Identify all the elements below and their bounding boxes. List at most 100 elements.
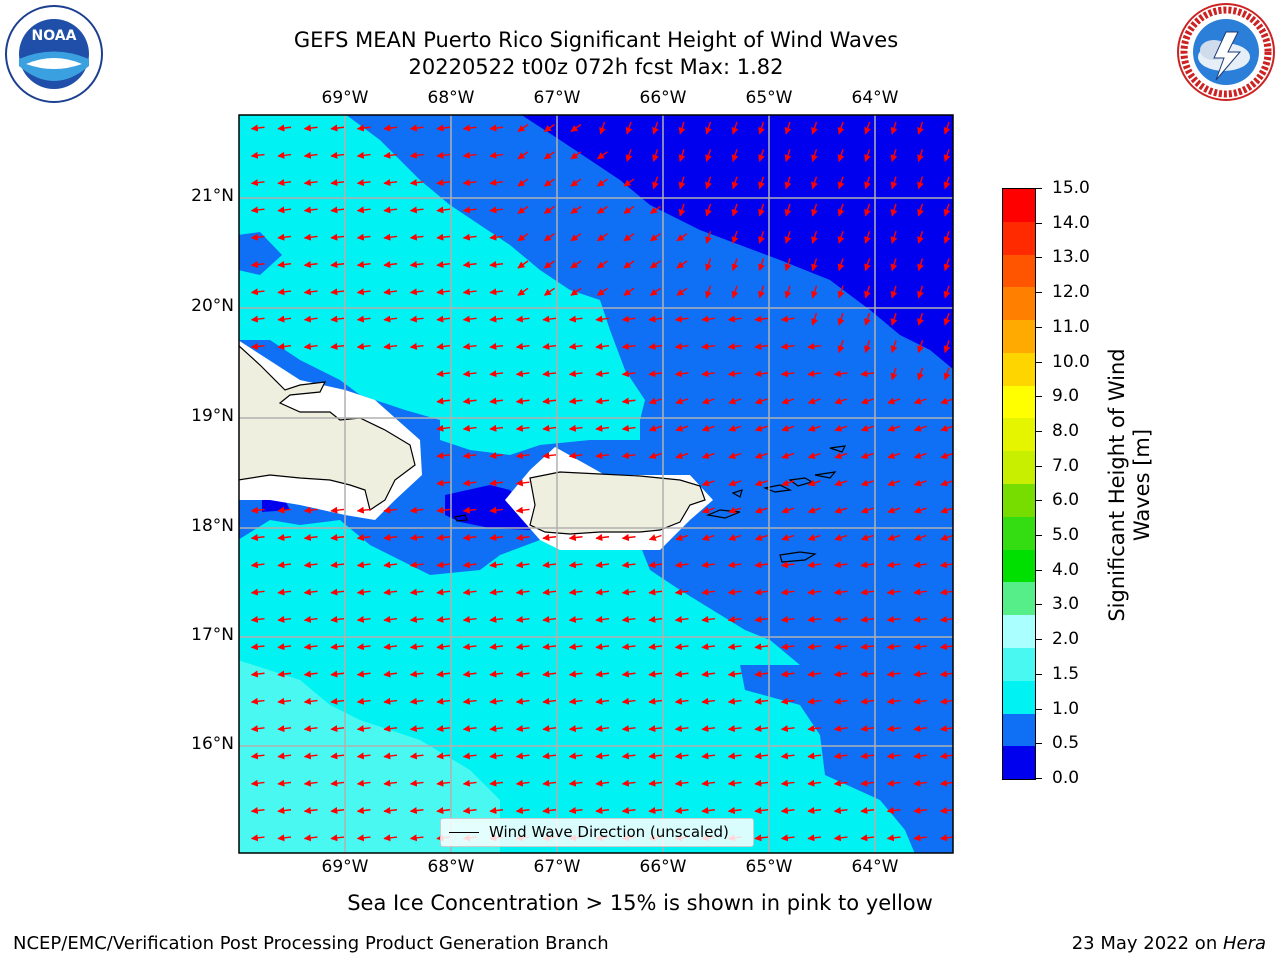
wind-wave-arrow — [596, 287, 608, 296]
wind-wave-arrow — [913, 479, 927, 487]
wind-wave-arrow — [436, 615, 451, 623]
wind-wave-arrow — [517, 233, 529, 242]
wind-wave-arrow — [356, 288, 371, 296]
wind-wave-arrow — [754, 670, 769, 678]
wind-wave-arrow — [409, 534, 424, 542]
colorbar-tick-label: 13.0 — [1052, 247, 1090, 268]
wind-wave-arrow — [436, 370, 451, 378]
wind-wave-arrow — [837, 340, 845, 354]
wind-wave-arrow — [780, 670, 795, 678]
wind-wave-arrow — [943, 285, 951, 299]
wind-wave-arrow — [807, 534, 821, 541]
wind-wave-arrow — [648, 807, 663, 815]
wind-wave-arrow — [939, 561, 953, 569]
wind-wave-arrow — [277, 834, 292, 842]
lat-label-left: 21°N — [191, 186, 234, 206]
wind-wave-arrow — [621, 452, 636, 460]
st-croix-island — [779, 551, 817, 563]
colorbar-tick-mark — [1036, 188, 1042, 189]
wind-wave-arrow — [807, 834, 822, 842]
wind-wave-arrow — [860, 697, 875, 705]
wind-wave-arrow — [860, 588, 875, 596]
colorbar-tick-mark — [1036, 292, 1042, 294]
wind-wave-arrow — [648, 643, 663, 651]
wind-wave-arrow — [250, 807, 265, 815]
wind-wave-arrow — [542, 615, 557, 623]
wind-wave-arrow — [489, 807, 504, 815]
wind-wave-arrow — [781, 534, 795, 541]
wind-wave-arrow — [674, 342, 689, 350]
colorbar-segment — [1003, 320, 1035, 353]
wind-wave-arrow — [913, 752, 928, 760]
wind-wave-arrow — [303, 288, 318, 296]
wind-wave-arrow — [250, 506, 265, 514]
wind-wave-arrow — [515, 615, 530, 623]
wind-wave-arrow — [864, 203, 871, 217]
wind-wave-arrow — [462, 151, 477, 159]
wind-wave-arrow — [621, 807, 636, 815]
wind-wave-arrow — [913, 725, 928, 733]
wind-wave-arrow — [780, 834, 795, 842]
wind-wave-arrow — [489, 124, 504, 132]
wind-wave-arrow — [595, 452, 610, 460]
wind-wave-arrow — [568, 397, 583, 405]
wind-wave-arrow — [887, 397, 901, 405]
wind-wave-arrow — [728, 397, 742, 405]
noaa-logo: NOAA — [4, 4, 104, 104]
wind-wave-arrow — [676, 260, 688, 269]
wind-wave-arrow — [489, 479, 504, 487]
wind-wave-arrow — [754, 315, 769, 323]
svg-text:NOAA: NOAA — [32, 28, 77, 44]
wind-wave-arrow — [940, 479, 953, 487]
wind-wave-arrow — [621, 534, 636, 542]
vieques-island — [705, 509, 741, 519]
mona-island — [454, 514, 468, 522]
wind-wave-arrow — [834, 534, 848, 541]
wind-wave-arrow — [833, 752, 848, 760]
wind-wave-arrow — [330, 643, 345, 651]
wind-wave-arrow — [542, 315, 557, 323]
wind-wave-arrow — [595, 561, 610, 569]
wind-wave-arrow — [383, 779, 398, 787]
wind-wave-arrow — [623, 287, 635, 296]
wind-wave-arrow — [436, 179, 451, 187]
wind-wave-arrow — [489, 424, 504, 432]
wind-wave-arrow — [943, 367, 951, 381]
wind-wave-arrow — [250, 288, 265, 296]
wind-wave-arrow — [330, 342, 345, 350]
st-thomas-island — [762, 484, 793, 493]
wind-wave-arrow — [383, 288, 398, 296]
wind-wave-arrow — [462, 424, 477, 432]
wind-wave-arrow — [940, 534, 953, 541]
wind-wave-arrow — [489, 397, 504, 405]
wind-wave-arrow — [731, 203, 739, 217]
wind-wave-arrow — [250, 561, 265, 569]
wind-wave-arrow — [277, 315, 292, 323]
wind-wave-arrow — [807, 424, 821, 432]
wind-wave-arrow — [648, 452, 662, 459]
lon-label-top: 69°W — [321, 88, 369, 108]
wind-wave-arrow — [917, 121, 924, 135]
wind-wave-arrow — [596, 205, 608, 214]
wind-wave-arrow — [758, 258, 765, 272]
wind-wave-arrow — [864, 149, 871, 162]
colorbar-tick-label: 0.0 — [1052, 768, 1080, 788]
wind-wave-arrow — [784, 230, 792, 244]
wind-wave-arrow — [542, 670, 557, 678]
wind-wave-arrow — [913, 534, 927, 541]
wind-wave-arrow — [542, 807, 557, 815]
colorbar-segment — [1003, 451, 1035, 485]
wind-wave-arrow — [701, 752, 716, 760]
wind-wave-arrow — [383, 752, 398, 760]
wind-wave-arrow — [701, 615, 716, 623]
wind-wave-arrow — [356, 615, 371, 623]
wind-wave-arrow — [515, 697, 530, 705]
wind-wave-arrow — [674, 370, 689, 378]
wind-wave-arrow — [277, 506, 292, 514]
wind-wave-arrow — [595, 424, 610, 432]
wind-wave-arrow — [595, 807, 610, 815]
wind-wave-arrow — [676, 287, 688, 296]
wind-wave-arrow — [701, 725, 716, 733]
wind-wave-arrow — [356, 261, 371, 269]
colorbar-segment — [1003, 713, 1035, 747]
